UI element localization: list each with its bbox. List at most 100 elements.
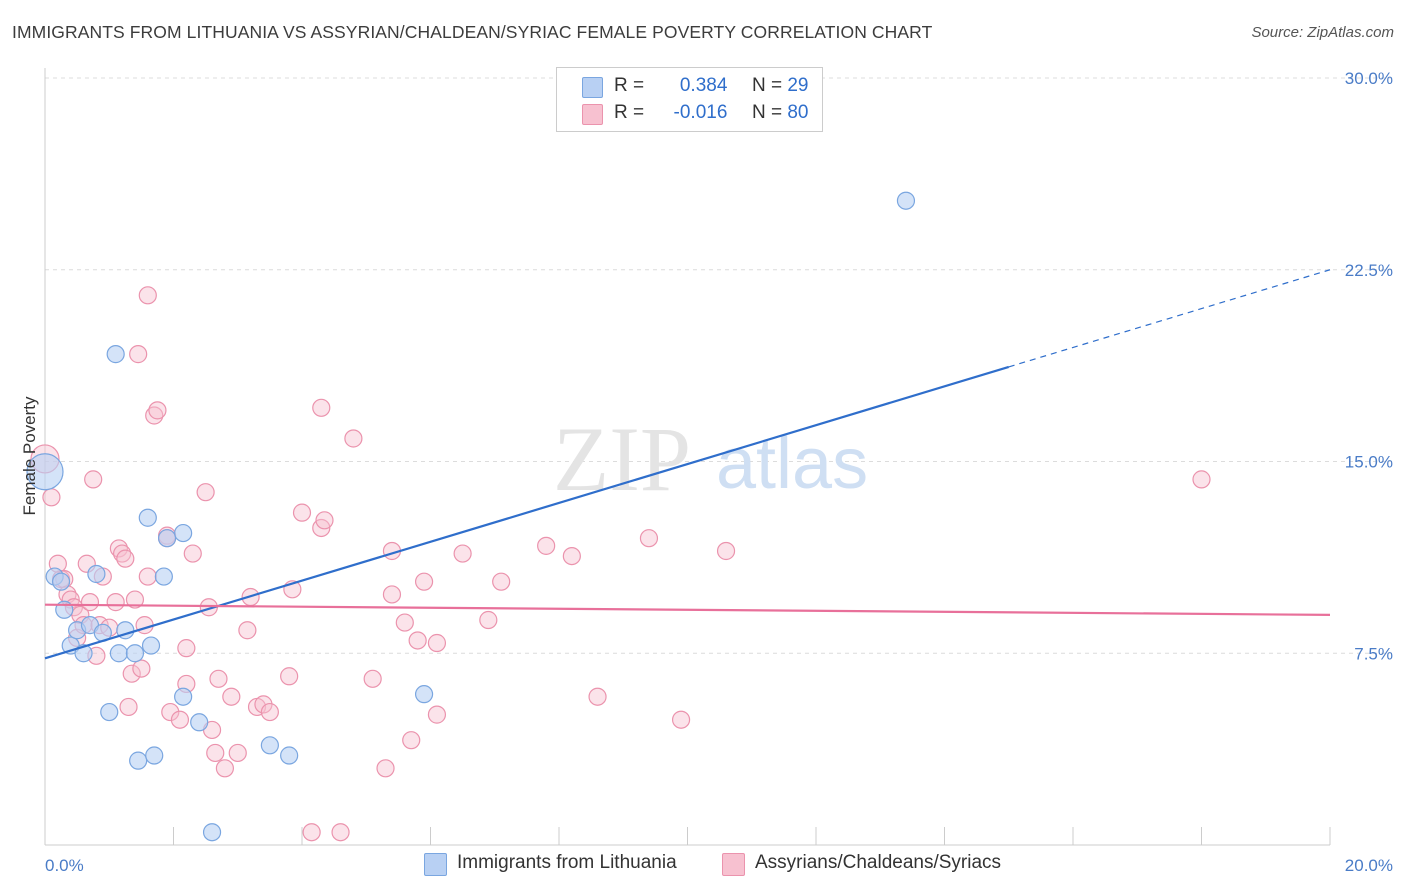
- bottom-legend-swatch-blue: [424, 853, 447, 876]
- data-point-assyrians: [260, 702, 279, 722]
- data-point-lithuania: [145, 746, 164, 765]
- trend-line-lithuania: [44, 365, 1010, 660]
- data-point-assyrians: [170, 710, 190, 729]
- y-axis-label: Female Poverty: [20, 396, 39, 516]
- data-point-lithuania: [202, 823, 222, 842]
- data-point-assyrians: [562, 546, 581, 566]
- data-point-assyrians: [479, 610, 498, 630]
- data-point-assyrians: [376, 759, 395, 778]
- data-point-assyrians: [427, 633, 447, 653]
- data-point-lithuania: [129, 751, 148, 770]
- data-point-lithuania: [109, 644, 128, 663]
- data-point-lithuania: [896, 191, 916, 210]
- data-point-lithuania: [174, 687, 193, 706]
- legend-swatch-blue: [582, 77, 603, 98]
- data-point-lithuania: [260, 736, 279, 755]
- data-point-assyrians: [161, 702, 180, 722]
- data-point-assyrians: [132, 659, 151, 678]
- legend-n-value: 29: [787, 75, 809, 96]
- data-point-assyrians: [125, 590, 145, 609]
- chart-title: IMMIGRANTS FROM LITHUANIA VS ASSYRIAN/CH…: [12, 22, 933, 42]
- y-tick-label: 7.5%: [1354, 644, 1393, 663]
- legend-r-label: R =: [614, 75, 645, 96]
- data-point-assyrians: [402, 731, 421, 750]
- bottom-legend-label: Immigrants from Lithuania: [457, 852, 677, 873]
- legend-row-assyrians: R = -0.016 N = 80: [557, 101, 822, 127]
- data-point-assyrians: [639, 529, 659, 548]
- data-point-assyrians: [148, 401, 167, 420]
- data-point-assyrians: [302, 823, 321, 842]
- legend-n-label: N =: [751, 102, 783, 123]
- series-assyrians-points: [30, 286, 1211, 842]
- data-point-assyrians: [209, 669, 228, 688]
- data-point-lithuania: [174, 523, 193, 543]
- data-point-assyrians: [42, 488, 61, 507]
- data-point-assyrians: [109, 539, 128, 558]
- y-tick-label: 15.0%: [1345, 453, 1393, 472]
- bottom-legend-label: Assyrians/Chaldeans/Syriacs: [755, 852, 1002, 873]
- trend-line-assyrians: [44, 603, 1331, 616]
- data-point-assyrians: [84, 470, 103, 489]
- data-point-assyrians: [222, 687, 241, 706]
- x-tick-labels: 0.0% 20.0%: [45, 856, 1393, 875]
- legend-swatch-pink: [582, 104, 603, 125]
- legend-r-value: -0.016: [673, 102, 728, 123]
- data-point-assyrians: [344, 429, 363, 448]
- y-tick-labels: 7.5% 15.0% 22.5% 30.0%: [1345, 69, 1393, 663]
- data-point-assyrians: [331, 823, 350, 842]
- data-point-assyrians: [129, 345, 148, 364]
- y-tick-label: 30.0%: [1345, 69, 1393, 88]
- data-point-assyrians: [228, 743, 247, 763]
- data-point-assyrians: [414, 572, 434, 591]
- data-point-assyrians: [408, 631, 427, 650]
- data-point-assyrians: [122, 664, 141, 683]
- data-point-assyrians: [363, 669, 382, 688]
- watermark: ZIP atlas: [553, 408, 868, 510]
- trend-line-lithuania-extension: [1008, 269, 1331, 368]
- x-tick-label: 0.0%: [45, 856, 84, 875]
- data-point-assyrians: [315, 511, 334, 530]
- data-point-lithuania: [106, 345, 125, 364]
- legend-n-label: N =: [751, 75, 783, 96]
- data-point-assyrians: [145, 406, 164, 425]
- data-point-assyrians: [671, 710, 691, 729]
- data-point-assyrians: [112, 544, 132, 563]
- data-point-lithuania: [414, 685, 434, 704]
- data-point-assyrians: [138, 567, 157, 586]
- data-point-assyrians: [177, 639, 196, 658]
- data-point-assyrians: [453, 544, 472, 563]
- data-point-assyrians: [116, 549, 135, 568]
- data-point-lithuania: [280, 746, 299, 765]
- data-point-assyrians: [1192, 470, 1211, 489]
- data-point-assyrians: [206, 743, 225, 763]
- legend-r-value: 0.384: [679, 75, 728, 96]
- data-point-assyrians: [427, 705, 447, 724]
- legend-n-value: 80: [787, 102, 809, 123]
- data-point-lithuania: [157, 529, 177, 548]
- data-point-lithuania: [141, 636, 161, 655]
- legend-r-label: R =: [614, 102, 645, 123]
- data-point-lithuania: [26, 453, 64, 491]
- trend-lines: [44, 269, 1331, 660]
- grid-lines: [45, 77, 1392, 654]
- bottom-legend-swatch-pink: [722, 853, 745, 876]
- data-point-assyrians: [138, 286, 157, 305]
- data-point-assyrians: [119, 697, 138, 717]
- data-point-assyrians: [537, 536, 556, 555]
- data-point-lithuania: [125, 644, 145, 663]
- correlation-legend: R = 0.384 N = 29 R = -0.016 N = 80: [556, 67, 823, 132]
- y-tick-label: 22.5%: [1345, 261, 1393, 280]
- data-point-lithuania: [190, 713, 209, 732]
- data-point-assyrians: [238, 621, 257, 640]
- data-point-assyrians: [312, 398, 331, 417]
- data-point-assyrians: [492, 572, 511, 591]
- data-point-assyrians: [280, 667, 299, 686]
- watermark-atlas: atlas: [716, 424, 868, 504]
- data-point-assyrians: [80, 593, 100, 612]
- data-point-assyrians: [382, 585, 402, 604]
- x-tick-label: 20.0%: [1345, 856, 1393, 875]
- data-point-assyrians: [183, 544, 202, 563]
- data-point-assyrians: [395, 613, 414, 632]
- data-point-assyrians: [106, 593, 125, 612]
- data-point-lithuania: [51, 572, 71, 591]
